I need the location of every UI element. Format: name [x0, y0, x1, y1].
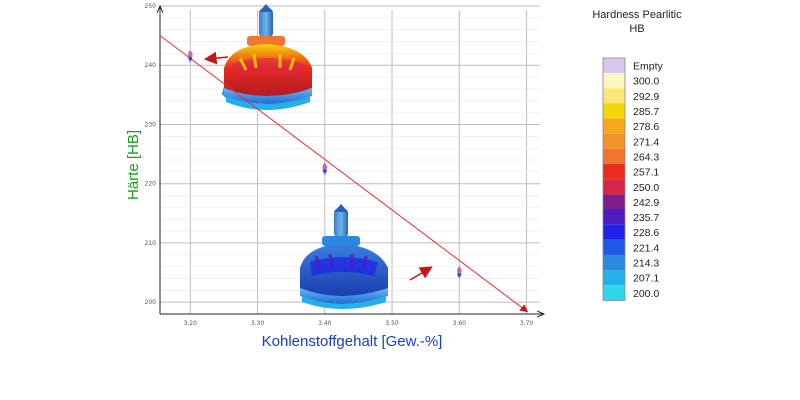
legend-label: 285.7: [633, 106, 659, 118]
legend: Hardness Pearlitic HB Empty 300.0 292.9 285…: [592, 9, 682, 301]
legend-swatch: [603, 58, 625, 74]
legend-swatch: [603, 73, 625, 89]
legend-label: 292.9: [633, 91, 659, 103]
y-tick-label: 250: [145, 3, 157, 10]
legend-swatch: [603, 209, 625, 225]
y-tick-label: 210: [145, 240, 157, 247]
legend-label: 214.3: [633, 258, 659, 270]
legend-entries: Empty 300.0 292.9 285.7 278.6 271.4 264.3 257.1…: [602, 57, 664, 301]
y-tick-label: 220: [145, 181, 157, 188]
arrow-to-low-point: [409, 266, 433, 281]
trendline-path: [159, 35, 529, 313]
legend-title-line1: Hardness Pearlitic: [592, 9, 682, 21]
x-tick-label: 3.50: [385, 320, 399, 327]
legend-swatch: [603, 179, 625, 195]
x-tick-label: 3.40: [318, 320, 332, 327]
legend-label: 278.6: [633, 121, 659, 133]
legend-label: 228.6: [633, 227, 659, 239]
legend-swatch: [603, 194, 625, 210]
legend-swatch: [603, 88, 625, 104]
trendline: [159, 35, 529, 313]
legend-label: 207.1: [633, 273, 659, 285]
legend-label: 242.9: [633, 197, 659, 209]
data-point: [456, 266, 462, 279]
legend-swatch: [603, 270, 625, 286]
legend-label: 271.4: [633, 136, 659, 148]
legend-label: 221.4: [633, 242, 659, 254]
x-tick-labels: 3.20 3.30 3.40 3.50 3.60 3.70: [184, 320, 534, 327]
legend-label: 235.7: [633, 212, 659, 224]
y-tick-label: 240: [145, 62, 157, 69]
data-points: [187, 50, 462, 279]
axes: [160, 6, 544, 314]
y-tick-label: 230: [145, 121, 157, 128]
legend-swatch: [603, 285, 625, 301]
data-point: [322, 162, 328, 175]
legend-bar-border: [602, 57, 626, 301]
legend-title-line2: HB: [629, 23, 644, 35]
arrow-to-high-point: [203, 51, 229, 65]
casting-illustration-low-hardness: [300, 204, 388, 309]
x-tick-label: 3.30: [251, 320, 265, 327]
x-tick-label: 3.20: [184, 320, 198, 327]
y-tick-labels: 200 210 220 230 240 250: [145, 3, 157, 306]
legend-swatch: [603, 239, 625, 255]
legend-swatch: [603, 224, 625, 240]
legend-swatch: [603, 254, 625, 271]
legend-swatch: [603, 164, 625, 180]
x-axis-label: Kohlenstoffgehalt [Gew.-%]: [262, 333, 443, 350]
legend-label: 200.0: [633, 288, 659, 300]
data-point: [187, 50, 193, 63]
legend-label: Empty: [633, 61, 664, 73]
legend-swatch: [603, 133, 625, 149]
legend-label: 264.3: [633, 151, 659, 163]
legend-swatch: [603, 118, 625, 134]
legend-label: 250.0: [633, 182, 659, 194]
legend-swatch: [603, 103, 625, 119]
legend-label: 257.1: [633, 167, 659, 179]
y-tick-label: 200: [145, 299, 157, 306]
y-axis-label: Härte [HB]: [125, 130, 142, 200]
casting-illustration-high-hardness: [222, 4, 312, 110]
legend-label: 300.0: [633, 76, 659, 88]
legend-swatch: [603, 148, 625, 165]
x-tick-label: 3.70: [520, 320, 534, 327]
x-tick-label: 3.60: [453, 320, 467, 327]
